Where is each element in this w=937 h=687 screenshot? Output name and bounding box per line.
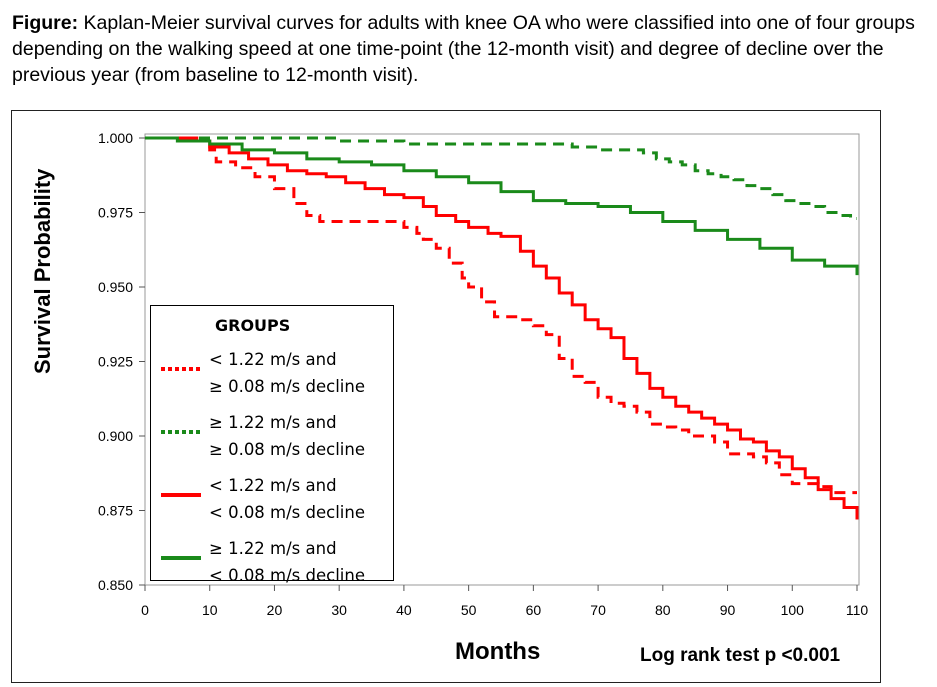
legend-swatch-dotted-red: [161, 367, 201, 371]
log-rank-annotation: Log rank test p <0.001: [640, 645, 841, 666]
y-tick-label: 0.875: [98, 503, 133, 519]
series-fast-stable: [145, 136, 859, 276]
x-tick-label: 40: [396, 602, 412, 618]
x-tick-label: 0: [141, 602, 149, 618]
x-tick-label: 20: [267, 602, 283, 618]
legend-label: < 1.22 m/s and < 0.08 m/s decline: [209, 476, 366, 522]
y-tick-label: 0.925: [98, 354, 133, 370]
series-slow-decline: [145, 136, 857, 495]
y-axis-label: Survival Probability: [30, 168, 55, 374]
x-tick-label: 100: [781, 602, 805, 618]
legend-swatch-dotted-green: [161, 430, 201, 434]
legend-item-fast-decline: ≥ 1.22 m/s and ≥ 0.08 m/s decline: [151, 405, 391, 461]
x-tick-label: 50: [461, 602, 477, 618]
y-tick-label: 0.975: [98, 205, 133, 221]
y-tick-label: 0.950: [98, 279, 133, 295]
chart-frame: [11, 110, 881, 683]
legend-label: < 1.22 m/s and ≥ 0.08 m/s decline: [209, 350, 366, 396]
legend-item-fast-stable: ≥ 1.22 m/s and < 0.08 m/s decline: [151, 531, 391, 587]
legend-swatch-solid-red: [161, 493, 201, 497]
legend-title: GROUPS: [215, 316, 291, 335]
x-tick-label: 110: [846, 602, 869, 618]
series-slow-stable: [145, 136, 859, 520]
y-tick-label: 0.900: [98, 428, 133, 444]
x-tick-label: 30: [331, 602, 347, 618]
plot-area: [144, 133, 860, 586]
y-tick-label: 0.850: [98, 577, 133, 593]
x-axis-label: Months: [455, 638, 541, 665]
legend-item-slow-stable: < 1.22 m/s and < 0.08 m/s decline: [151, 468, 391, 524]
caption-label: Figure:: [12, 12, 79, 34]
x-tick-label: 10: [202, 602, 218, 618]
legend-item-slow-decline: < 1.22 m/s and ≥ 0.08 m/s decline: [151, 342, 391, 398]
x-tick-label: 80: [655, 602, 671, 618]
legend-label: ≥ 1.22 m/s and ≥ 0.08 m/s decline: [209, 413, 366, 459]
caption-text: Kaplan-Meier survival curves for adults …: [12, 12, 915, 86]
legend: GROUPS < 1.22 m/s and ≥ 0.08 m/s decline…: [150, 305, 394, 585]
legend-swatch-solid-green: [161, 556, 201, 560]
x-tick-label: 60: [526, 602, 542, 618]
y-tick-label: 1.000: [98, 130, 133, 146]
series-fast-decline: [145, 136, 857, 220]
x-tick-label: 70: [590, 602, 606, 618]
legend-label: ≥ 1.22 m/s and < 0.08 m/s decline: [209, 539, 366, 585]
x-tick-label: 90: [720, 602, 736, 618]
figure-caption: Figure: Kaplan-Meier survival curves for…: [12, 10, 927, 88]
